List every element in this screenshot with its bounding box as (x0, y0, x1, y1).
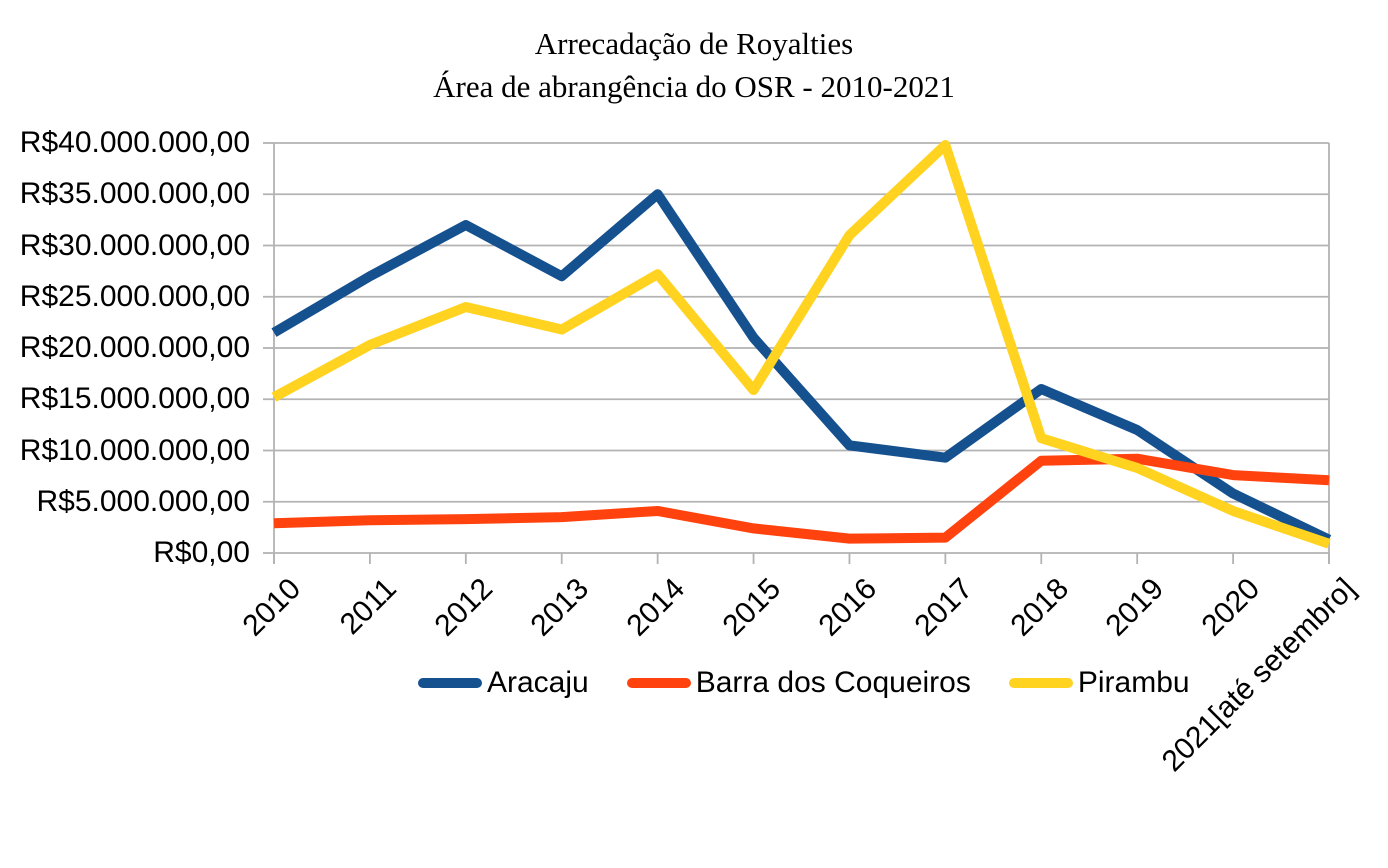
chart-title-line1: Arrecadação de Royalties (534, 26, 854, 61)
y-axis-label: R$20.000.000,00 (19, 331, 250, 364)
y-axis-label: R$5.000.000,00 (36, 484, 250, 518)
legend: Aracaju Barra dos Coqueiros Pirambu (418, 666, 1190, 700)
y-axis-label: R$10.000.000,00 (19, 433, 250, 467)
y-axis-label: R$30.000.000,00 (19, 228, 250, 262)
series-line-pirambu (271, 140, 1331, 549)
legend-label: Aracaju (487, 666, 589, 699)
legend-line-swatch (1008, 678, 1073, 688)
legend-item-aracaju: Aracaju (418, 666, 589, 700)
y-axis-label: R$35.000.000,00 (19, 177, 250, 211)
legend-line-swatch (626, 678, 691, 688)
series-line-aracaju (271, 189, 1332, 545)
y-axis-label: R$40.000.000,00 (19, 126, 250, 159)
legend-item-barra-dos-coqueiros: Barra dos Coqueiros (626, 666, 971, 700)
legend-label: Barra dos Coqueiros (695, 666, 971, 699)
y-axis-label: R$0,00 (153, 536, 250, 569)
legend-line-swatch (418, 678, 482, 688)
chart-title: Arrecadação de Royalties Área de abrangê… (0, 22, 1388, 108)
y-axis-label: R$25.000.000,00 (19, 279, 250, 313)
y-axis-label: R$15.000.000,00 (19, 382, 250, 416)
legend-item-pirambu: Pirambu (1008, 666, 1190, 700)
chart-title-line2: Área de abrangência do OSR - 2010-2021 (433, 69, 955, 104)
series-line-barra-dos-coqueiros (273, 453, 1330, 544)
legend-label: Pirambu (1077, 666, 1190, 699)
